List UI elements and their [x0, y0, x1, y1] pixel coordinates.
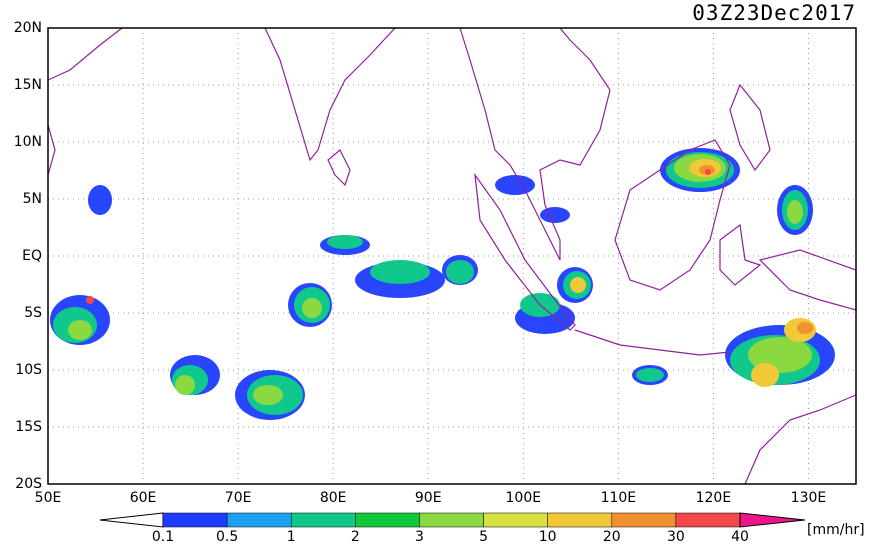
colorbar: 0.1 0.5 1 2 3 5 10 20 30 40 [mm/hr]	[99, 512, 865, 544]
colorbar-label: 1	[287, 529, 296, 544]
colorbar-label: 40	[731, 529, 749, 544]
lat-tick-label: 10S	[15, 362, 42, 378]
lon-tick-label: 110E	[601, 490, 637, 506]
lon-tick-label: 70E	[225, 490, 252, 506]
colorbar-box	[547, 512, 613, 528]
lat-tick-label: 15N	[14, 77, 42, 93]
colorbar-label: 0.1	[152, 529, 174, 544]
colorbar-box	[675, 512, 741, 528]
lat-tick-label: 5S	[24, 305, 42, 321]
colorbar-label: 3	[415, 529, 424, 544]
colorbar-box	[355, 512, 420, 528]
lat-tick-label: 5N	[23, 191, 42, 207]
map-frame	[47, 27, 857, 485]
colorbar-box	[483, 512, 548, 528]
colorbar-label: 0.5	[216, 529, 238, 544]
lat-tick-label: 10N	[14, 134, 42, 150]
lon-tick-label: 60E	[130, 490, 157, 506]
lon-tick-label: 130E	[791, 490, 827, 506]
colorbar-box	[419, 512, 484, 528]
lon-tick-label: 50E	[35, 490, 62, 506]
lon-tick-label: 80E	[320, 490, 347, 506]
lat-tick-label: EQ	[22, 248, 42, 264]
lat-tick-label: 20S	[15, 476, 42, 492]
map-title: 03Z23Dec2017	[692, 1, 856, 25]
lon-tick-label: 120E	[696, 490, 732, 506]
colorbar-box	[162, 512, 228, 528]
coastlines	[47, 27, 857, 485]
lon-tick-label: 100E	[506, 490, 542, 506]
colorbar-label: 10	[539, 529, 557, 544]
colorbar-unit: [mm/hr]	[807, 522, 865, 538]
precipitation-field	[50, 148, 835, 420]
colorbar-box	[611, 512, 677, 528]
colorbar-label: 5	[479, 529, 488, 544]
colorbar-label: 2	[351, 529, 360, 544]
lat-tick-label: 20N	[14, 20, 42, 36]
colorbar-over	[739, 512, 806, 528]
colorbar-box	[226, 512, 292, 528]
colorbar-label: 20	[603, 529, 621, 544]
colorbar-box	[290, 512, 356, 528]
lon-tick-label: 90E	[415, 490, 442, 506]
colorbar-under	[99, 512, 164, 528]
lat-tick-label: 15S	[15, 419, 42, 435]
colorbar-label: 30	[667, 529, 685, 544]
